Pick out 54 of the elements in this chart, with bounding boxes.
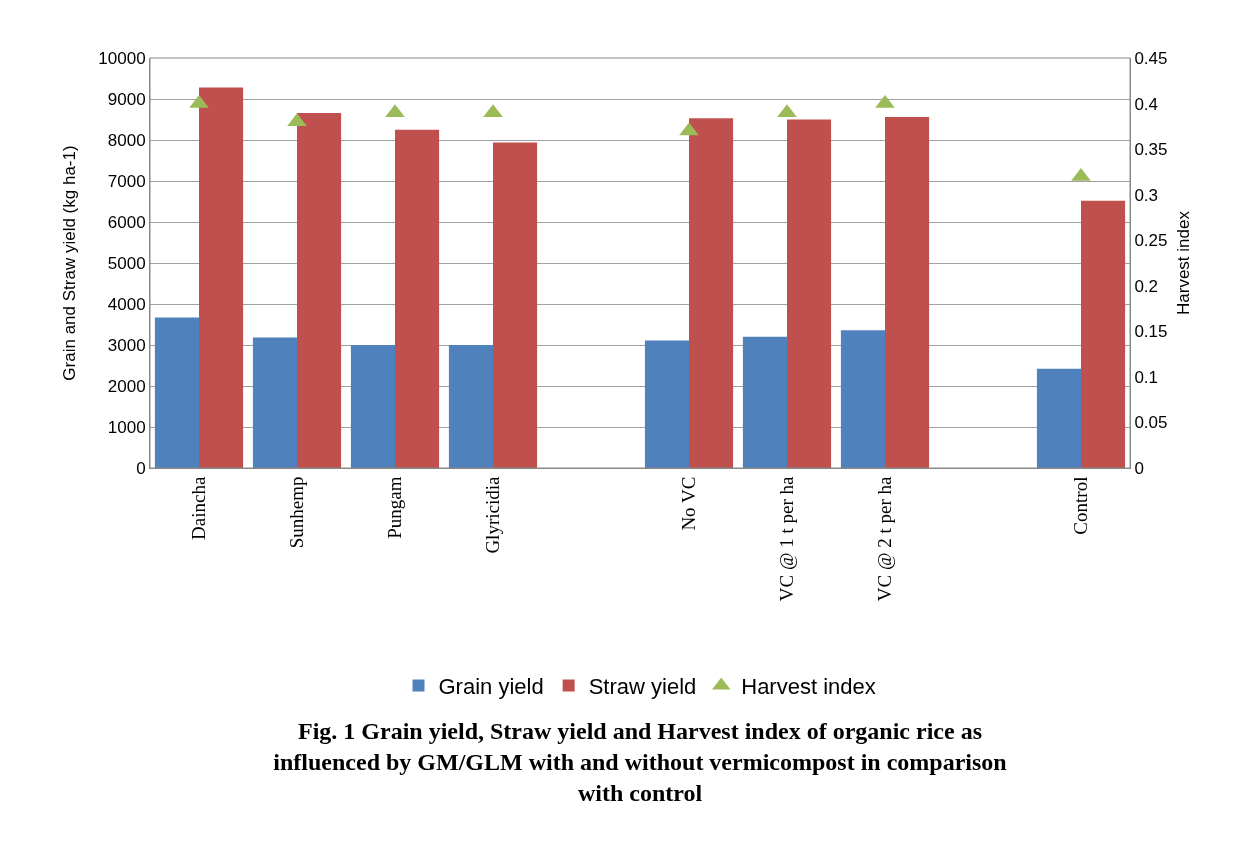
x-tick-label: Control <box>1070 476 1092 535</box>
y-tick-label: 10000 <box>98 48 146 68</box>
bar <box>154 317 199 468</box>
point <box>287 113 307 127</box>
bar <box>644 340 689 468</box>
bar <box>199 87 244 468</box>
text: Fig. 1 Grain yield, Straw yield and Harvest index of organic rice as influenced by GM/GLM with and without vermicompost in comparison with control <box>273 717 1007 807</box>
y-tick-label: 7000 <box>107 171 146 191</box>
bar <box>395 129 440 468</box>
x-tick-label: No VC <box>678 476 700 531</box>
y2-tick-label: 0 <box>1134 458 1144 478</box>
y2-axis-title: Harvest index <box>1173 210 1193 315</box>
bar <box>840 330 885 468</box>
y2-tick-label: 0.45 <box>1134 48 1168 68</box>
y-tick-label: 1000 <box>107 417 146 437</box>
y-tick-label: 0 <box>136 458 146 478</box>
y-tick-label: 5000 <box>107 253 146 273</box>
y-tick-label: 3000 <box>107 335 146 355</box>
y2-tick-label: 0.1 <box>1134 367 1159 387</box>
bar <box>350 345 395 468</box>
y-tick-label: 6000 <box>107 212 146 232</box>
y2-tick-label: 0.35 <box>1134 140 1168 160</box>
x-tick-label: VC @ 2 t per ha <box>874 476 896 602</box>
x-tick-label: Pungam <box>384 476 406 539</box>
y2-tick-label: 0.4 <box>1134 94 1159 114</box>
legend-label: Straw yield <box>588 674 697 700</box>
point <box>679 122 699 136</box>
x-tick-label: VC @ 1 t per ha <box>776 476 798 602</box>
legend-label: Harvest index <box>741 674 876 700</box>
bar <box>787 119 832 468</box>
bar <box>252 337 297 468</box>
y-tick-label: 9000 <box>107 89 146 109</box>
x-tick-label: Glyricidia <box>482 476 504 554</box>
bar <box>1081 200 1126 468</box>
y2-tick-label: 0.25 <box>1134 231 1168 251</box>
bar <box>297 112 342 468</box>
y-tick-label: 2000 <box>107 376 146 396</box>
bar <box>1036 368 1081 468</box>
y2-tick-label: 0.3 <box>1134 185 1159 205</box>
y-tick-label: 8000 <box>107 130 146 150</box>
bar <box>885 117 930 468</box>
point <box>1071 167 1091 181</box>
bar <box>742 336 787 468</box>
y-tick-label: 4000 <box>107 294 146 314</box>
bar <box>448 345 493 468</box>
x-tick-label: Daincha <box>188 476 210 540</box>
bar <box>689 118 734 468</box>
y2-tick-label: 0.2 <box>1134 276 1159 296</box>
x-tick-label: Sunhemp <box>286 476 308 549</box>
bar <box>493 142 538 468</box>
y-axis-title: Grain and Straw yield (kg ha-1) <box>59 145 79 381</box>
y2-tick-label: 0.05 <box>1134 413 1168 433</box>
legend-label: Grain yield <box>438 674 544 700</box>
y2-tick-label: 0.15 <box>1134 322 1168 342</box>
